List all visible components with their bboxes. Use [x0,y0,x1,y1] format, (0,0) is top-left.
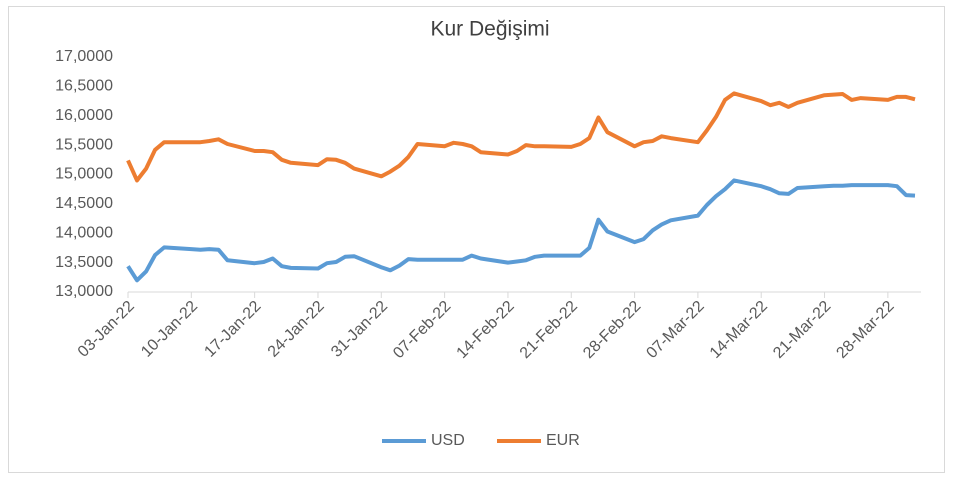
series-line [126,178,916,283]
y-tick-label: 14,0000 [55,224,113,241]
y-tick-label: 13,5000 [55,254,113,271]
legend-label: USD [431,432,465,449]
y-tick-label: 14,5000 [55,195,113,212]
chart-title: Kur Değişimi [430,18,549,41]
y-tick-label: 15,5000 [55,136,113,153]
y-tick-label: 17,0000 [55,48,113,65]
series-line [126,91,916,183]
y-tick-label: 13,0000 [55,283,113,300]
y-tick-label: 15,0000 [55,166,113,183]
chart-frame [8,6,945,473]
legend-label: EUR [546,432,580,449]
y-tick-label: 16,5000 [55,78,113,95]
y-tick-label: 16,0000 [55,107,113,124]
